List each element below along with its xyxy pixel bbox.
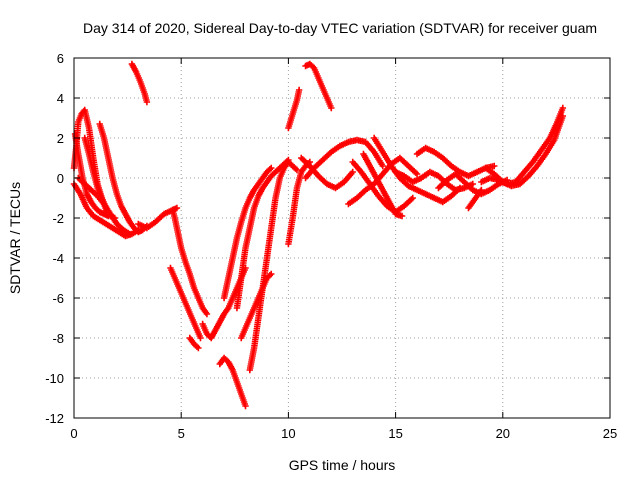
x-tick-label: 15 [388, 426, 402, 441]
chart-title: Day 314 of 2020, Sidereal Day-to-day VTE… [83, 20, 597, 36]
data-point-marker [349, 168, 356, 176]
data-point-marker [195, 344, 202, 352]
data-point-marker [478, 186, 485, 194]
data-point-marker [293, 166, 301, 174]
data-point-marker [559, 104, 567, 112]
series-arc-u [302, 136, 386, 182]
data-point-marker [295, 86, 303, 94]
x-tick-labels: 0 5 10 15 20 25 [70, 426, 617, 441]
series-arc-r [285, 158, 314, 248]
series-arc-t [302, 60, 335, 112]
data-points [70, 60, 567, 410]
axis-ticks [73, 57, 611, 419]
data-point-marker [379, 162, 386, 170]
y-tick-label: -4 [52, 251, 64, 266]
series-arc-k [186, 334, 202, 352]
series-arc-x [349, 158, 416, 216]
data-point-marker [126, 230, 133, 238]
y-tick-labels: -12 -10 -8 -6 -4 -2 0 2 4 6 [45, 51, 64, 426]
series-arc-l [199, 264, 249, 342]
x-axis-label: GPS time / hours [289, 457, 396, 473]
y-tick-label: 6 [57, 51, 64, 66]
series-arc-i [169, 206, 211, 318]
series-arc-y [360, 150, 406, 220]
series-arc-n [216, 354, 249, 410]
series-arc-p [246, 158, 301, 374]
data-point-marker [285, 156, 292, 164]
x-tick-label: 5 [178, 426, 185, 441]
y-tick-label: -6 [52, 291, 64, 306]
data-point-marker [409, 194, 416, 202]
series-arc-j [167, 264, 204, 342]
series-arc-m [220, 164, 275, 302]
series-arc-af [465, 186, 485, 212]
series-arc-ae [478, 104, 567, 188]
series-arc-f [75, 174, 133, 238]
data-point-marker [268, 270, 275, 278]
series-arc-g [128, 60, 151, 106]
data-point-marker [328, 104, 335, 112]
y-tick-label: 0 [57, 171, 64, 186]
y-tick-label: 2 [57, 131, 64, 146]
data-point-marker [469, 180, 476, 188]
y-axis-label: SDTVAR / TECUs [7, 182, 23, 294]
y-tick-label: -8 [52, 331, 64, 346]
y-tick-label: 4 [57, 91, 64, 106]
grid-lines [74, 58, 610, 418]
data-point-marker [268, 164, 275, 172]
data-point-marker [197, 334, 204, 342]
data-point-marker [143, 98, 151, 106]
x-tick-label: 10 [281, 426, 295, 441]
y-tick-label: -2 [52, 211, 64, 226]
series-arc-s [285, 86, 303, 132]
series-arc-v [298, 154, 356, 192]
y-tick-label: -12 [45, 411, 64, 426]
series-arc-q [233, 156, 292, 312]
data-point-marker [413, 170, 421, 178]
x-tick-label: 20 [496, 426, 510, 441]
y-tick-label: -10 [45, 371, 64, 386]
data-point-marker [398, 212, 406, 220]
plot-frame [73, 57, 611, 419]
x-tick-label: 25 [603, 426, 617, 441]
x-tick-label: 0 [70, 426, 77, 441]
data-point-marker [173, 204, 181, 212]
series-arc-e [96, 120, 151, 236]
data-point-marker [203, 310, 211, 318]
data-point-marker [491, 162, 498, 170]
data-point-marker [242, 402, 249, 410]
